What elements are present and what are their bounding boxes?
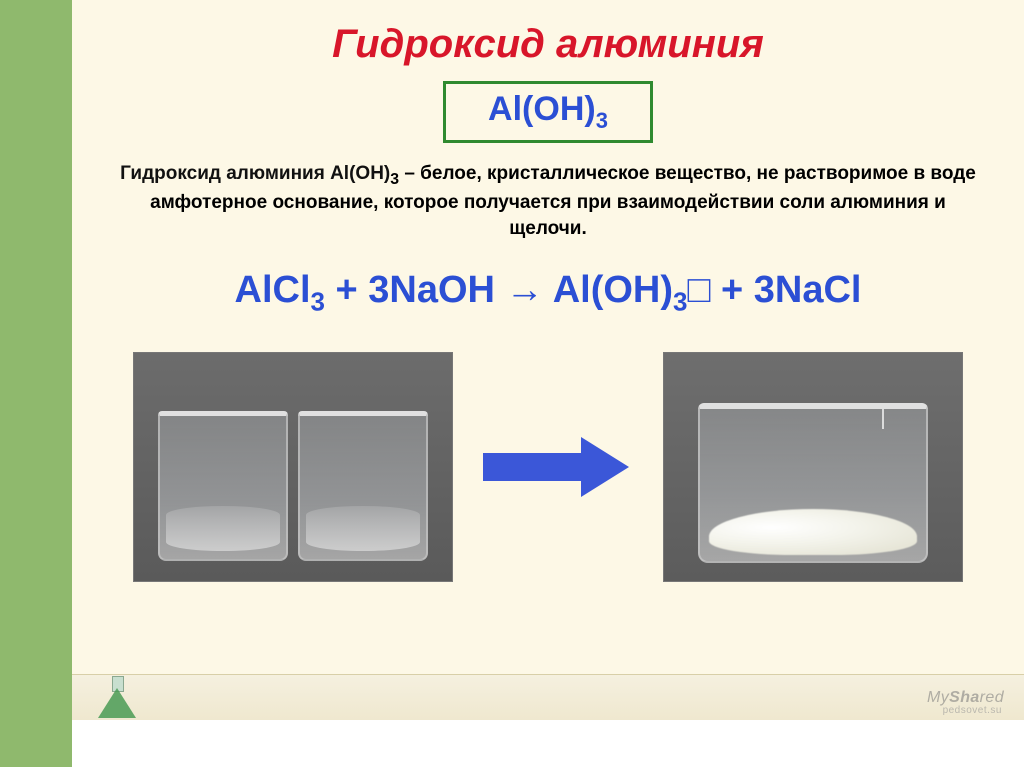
reaction-arrow-icon [483, 437, 633, 497]
arrow-body [483, 453, 583, 481]
left-sidebar [0, 0, 72, 767]
wm-my: My [927, 689, 949, 706]
eq-plus1: + 3NaOH [325, 269, 506, 311]
wm-red: red [980, 689, 1004, 706]
experiment-photos [72, 352, 1024, 582]
reaction-equation: AlCl3 + 3NaOH → Al(OH)3□ + 3NaCl [72, 269, 1024, 318]
product-photo [663, 352, 963, 582]
wm-sha: Sha [949, 689, 980, 706]
eq-arrow: → [506, 269, 544, 311]
main-formula-box: Al(OH)3 [443, 81, 653, 143]
aloh3-precipitate [709, 509, 917, 555]
eq-p1sub: 3 [673, 287, 687, 317]
description-text: Гидроксид алюминия Al(OH)3 – белое, крис… [72, 161, 1024, 241]
beaker-product [698, 403, 928, 563]
watermark-brand: MyShared [927, 689, 1004, 707]
beaker-naoh [298, 411, 428, 561]
eq-p1: Al(OH) [544, 269, 673, 311]
slide-title: Гидроксид алюминия [72, 0, 1024, 81]
slide-content: Гидроксид алюминия Al(OH)3 Гидроксид алю… [72, 0, 1024, 720]
flask-icon [92, 676, 142, 720]
eq-r1: AlCl [235, 269, 311, 311]
desc-lead: Гидроксид алюминия Al(OH) [120, 163, 390, 184]
formula-base: Al(OH) [488, 90, 596, 128]
dropper-stream [882, 403, 884, 429]
desc-lead-sub: 3 [390, 171, 399, 188]
eq-precip: □ [688, 269, 711, 311]
beaker-alcl3 [158, 411, 288, 561]
bottom-strip: MyShared pedsovet.su [72, 674, 1024, 720]
reactants-photo [133, 352, 453, 582]
arrow-head [581, 437, 629, 497]
eq-r1sub: 3 [311, 287, 325, 317]
eq-plus2: + 3NaCl [710, 269, 861, 311]
formula-sub: 3 [596, 108, 608, 133]
watermark-sub: pedsovet.su [943, 705, 1002, 716]
